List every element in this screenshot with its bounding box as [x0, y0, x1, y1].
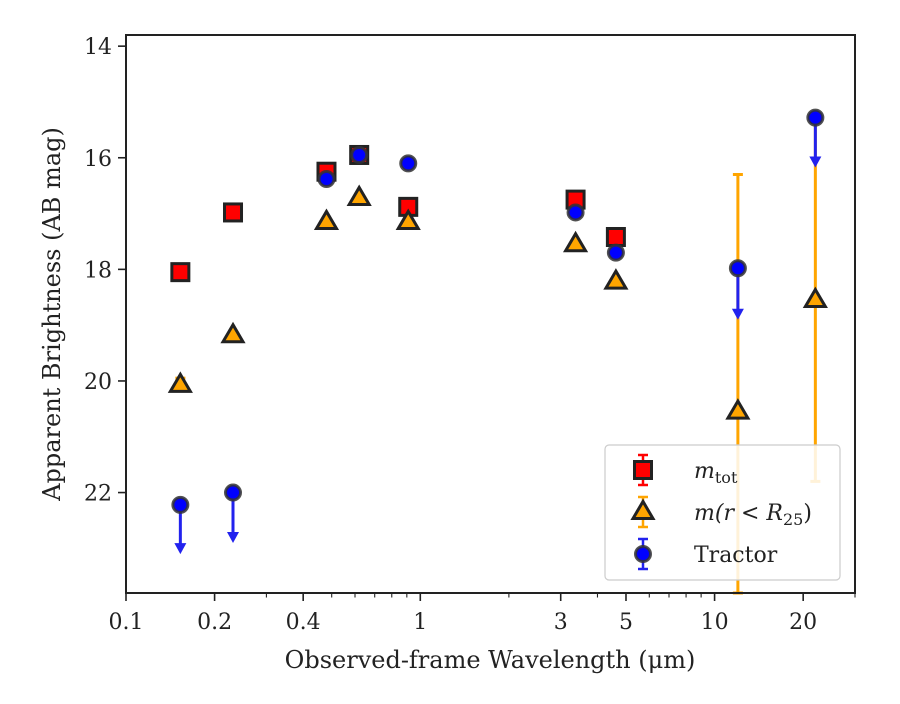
triangle-point — [220, 321, 246, 344]
y-tick-label: 18 — [84, 258, 112, 283]
y-tick-label: 14 — [84, 35, 112, 60]
triangle-point — [802, 286, 828, 309]
upper-limit-arrowhead — [731, 308, 744, 320]
upper-limit-arrowhead — [809, 156, 822, 168]
circle-point — [399, 154, 418, 173]
circle-point — [350, 145, 369, 164]
legend-label-main: m(r < R — [694, 501, 783, 526]
legend-label-subscript: 25 — [783, 510, 803, 529]
circle-point — [224, 483, 243, 502]
legend-label-main: Tractor — [694, 543, 778, 568]
triangle-point — [395, 208, 421, 230]
upper-limit-arrowhead — [174, 543, 187, 555]
x-tick-label: 3 — [554, 610, 568, 635]
y-tick-label: 22 — [84, 482, 112, 507]
triangle-point — [562, 230, 589, 253]
circle-point — [171, 495, 190, 514]
square-point — [223, 202, 244, 223]
circle-point — [566, 203, 585, 222]
square-point — [605, 226, 626, 247]
square-point — [170, 262, 191, 283]
marker-layer — [167, 108, 828, 514]
y-axis-label: Apparent Brightness (AB mag) — [38, 127, 66, 502]
upper-limit-arrowhead — [227, 531, 240, 543]
x-tick-label: 0.4 — [286, 610, 321, 635]
legend-marker-circle — [634, 545, 652, 563]
circle-point — [317, 169, 336, 188]
circle-point — [806, 108, 825, 127]
legend-label: Tractor — [694, 543, 778, 568]
triangle-point — [167, 371, 193, 393]
y-axis-ticks: 14 16 18 20 22 — [84, 35, 126, 507]
circle-point — [606, 243, 625, 262]
y-tick-label: 16 — [84, 147, 112, 172]
triangle-point — [346, 184, 372, 206]
legend-marker-triangle — [630, 498, 656, 521]
triangle-point — [603, 268, 629, 290]
legend-label-end: ) — [803, 501, 812, 526]
legend-label-main: m — [694, 459, 715, 484]
circle-point — [728, 259, 747, 278]
plot-frame — [125, 34, 856, 594]
legend-entries: mtot m(r < R25) Tractor — [630, 453, 812, 571]
legend-label: m(r < R25) — [694, 501, 812, 529]
x-tick-label: 10 — [701, 610, 729, 635]
legend-label: mtot — [694, 459, 738, 487]
y-tick-label: 20 — [84, 370, 112, 395]
legend-label-subscript: tot — [715, 468, 738, 487]
x-tick-label: 5 — [619, 610, 633, 635]
x-tick-label: 1 — [413, 610, 427, 635]
x-axis-label: Observed-frame Wavelength (μm) — [285, 646, 696, 674]
x-tick-label: 0.2 — [197, 610, 232, 635]
legend: mtot m(r < R25) Tractor — [604, 444, 841, 581]
legend-marker-square — [633, 460, 653, 480]
triangle-point — [725, 398, 751, 420]
legend-box — [604, 444, 841, 581]
x-tick-label: 20 — [789, 610, 817, 635]
x-tick-label: 0.1 — [109, 610, 144, 635]
x-axis-ticks: 0.1 0.2 0.4 1 3 5 10 20 — [109, 593, 856, 635]
triangle-point — [313, 208, 340, 230]
